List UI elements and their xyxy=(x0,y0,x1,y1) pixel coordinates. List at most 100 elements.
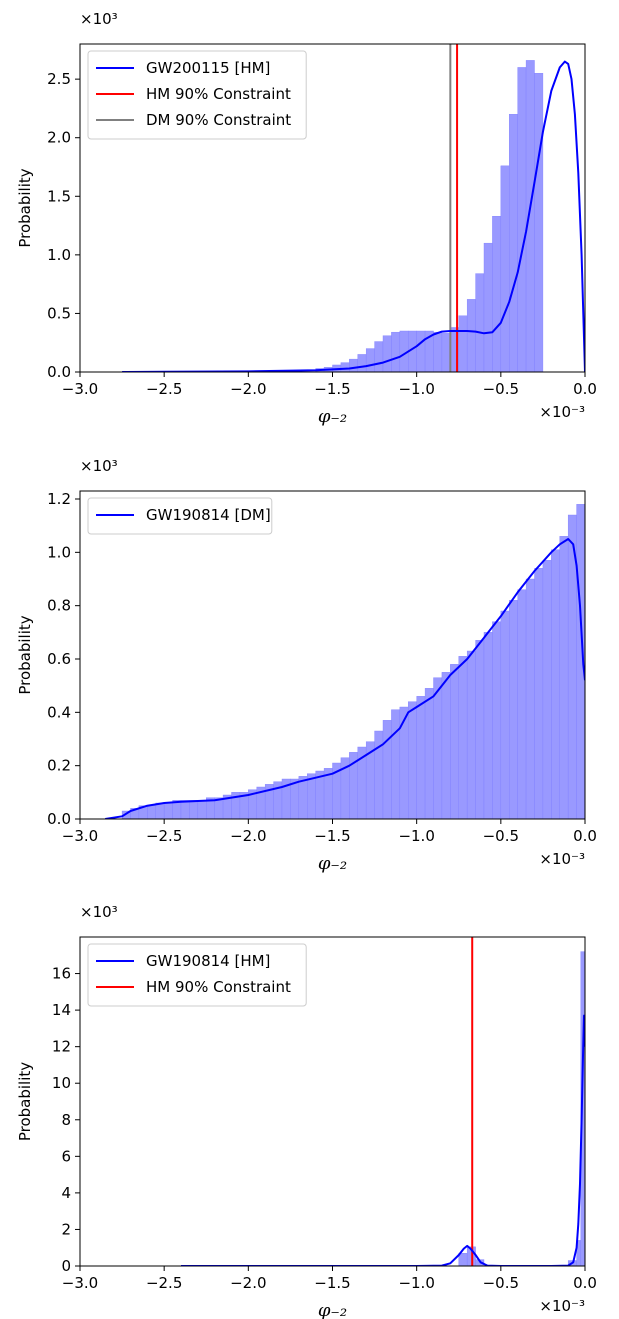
x-tick-label: 0.0 xyxy=(573,380,597,398)
y-tick-label: 0.4 xyxy=(47,703,71,721)
histogram-bar xyxy=(382,720,392,819)
histogram-bar xyxy=(466,299,476,372)
histogram-bar xyxy=(180,800,190,819)
legend-label: HM 90% Constraint xyxy=(146,85,291,103)
plot-area xyxy=(105,504,585,819)
y-tick-label: 1.0 xyxy=(47,543,71,561)
histogram-bar xyxy=(408,701,417,819)
histogram-bar xyxy=(450,664,459,819)
x-tick-label: −2.5 xyxy=(146,827,182,845)
y-axis-label: Probability xyxy=(16,615,34,694)
legend-box xyxy=(87,497,273,535)
histogram-bar xyxy=(466,650,476,819)
x-multiplier: ×10⁻³ xyxy=(539,850,585,868)
kde-curve xyxy=(105,538,585,819)
y-multiplier: ×10³ xyxy=(80,10,118,28)
y-multiplier: ×10³ xyxy=(80,903,118,921)
legend-label: GW190814 [HM] xyxy=(146,952,270,970)
histogram-bar xyxy=(525,60,535,372)
x-tick-label: −1.5 xyxy=(314,827,350,845)
y-tick-label: 0.6 xyxy=(47,650,71,668)
x-tick-label: −0.5 xyxy=(483,1274,519,1292)
histogram-bar xyxy=(433,331,443,372)
x-axis-label: φ₋₂ xyxy=(318,1300,347,1319)
histogram-bar xyxy=(509,600,518,819)
histogram-bar xyxy=(147,805,156,819)
y-tick-label: 2.0 xyxy=(47,129,71,147)
histogram-bar xyxy=(416,696,426,819)
y-tick-label: 0.5 xyxy=(47,304,71,322)
x-tick-label: −0.5 xyxy=(483,380,519,398)
histogram-bar xyxy=(340,362,350,372)
y-tick-label: 6 xyxy=(61,1147,71,1165)
x-tick-label: −1.5 xyxy=(314,380,350,398)
legend-label: DM 90% Constraint xyxy=(146,111,291,129)
histogram-bar xyxy=(458,656,468,819)
histogram-bar xyxy=(197,800,207,819)
legend-label: GW200115 [HM] xyxy=(146,59,270,77)
y-tick-label: 1.5 xyxy=(47,187,71,205)
x-tick-label: −3.0 xyxy=(62,1274,98,1292)
y-tick-label: 0.0 xyxy=(47,810,71,828)
histogram-bar xyxy=(189,800,199,819)
histogram-bar xyxy=(307,773,316,819)
chart-panel-3: −3.0 −2.5 −2.0 −1.5 −1.0 −0.5 0.0 0 2 4 6 8 10 12 14 16… xyxy=(16,903,597,1319)
histogram-bar xyxy=(416,330,426,372)
histogram-bar xyxy=(500,165,510,372)
histogram-bar xyxy=(500,610,510,819)
histogram-bar xyxy=(290,778,300,819)
legend-box xyxy=(87,943,307,1007)
plot-area xyxy=(122,44,585,372)
y-tick-label: 0.2 xyxy=(47,757,71,775)
x-tick-label: −1.0 xyxy=(398,827,434,845)
y-multiplier: ×10³ xyxy=(80,457,118,475)
histogram-bar xyxy=(517,67,527,372)
histogram-bar xyxy=(509,114,518,372)
chart-panel-1: −3.0 −2.5 −2.0 −1.5 −1.0 −0.5 0.0 0.0 0.5 1.0 1.5 2… xyxy=(16,10,597,427)
x-tick-label: −2.5 xyxy=(146,1274,182,1292)
y-tick-label: 0 xyxy=(61,1257,71,1275)
kde-curve xyxy=(181,1014,585,1266)
legend-label: HM 90% Constraint xyxy=(146,978,291,996)
y-tick-label: 1.0 xyxy=(47,246,71,264)
histogram-bar xyxy=(551,549,560,819)
histogram-bar xyxy=(357,354,367,372)
histogram-bar xyxy=(525,578,535,819)
kde-curve xyxy=(122,60,585,372)
y-axis-label: Probability xyxy=(16,168,34,247)
histogram-bar xyxy=(349,358,358,372)
histogram-bar xyxy=(433,677,443,819)
histogram-bar xyxy=(458,1253,468,1266)
x-tick-label: −0.5 xyxy=(483,827,519,845)
histogram-bar xyxy=(534,73,544,372)
histogram-bar xyxy=(492,215,502,372)
legend-label: GW190814 [DM] xyxy=(146,506,271,524)
x-tick-label: −3.0 xyxy=(62,827,98,845)
y-tick-label: 4 xyxy=(61,1184,71,1202)
x-tick-label: −3.0 xyxy=(62,380,98,398)
histogram-bar xyxy=(559,536,569,819)
y-tick-label: 2 xyxy=(61,1220,71,1238)
x-tick-label: −2.5 xyxy=(146,380,182,398)
histogram-bar xyxy=(391,331,401,372)
histogram-bar xyxy=(155,802,165,819)
histogram-bar xyxy=(483,242,493,372)
y-tick-label: 16 xyxy=(52,965,71,983)
x-tick-label: −1.0 xyxy=(398,380,434,398)
y-tick-label: 0.0 xyxy=(47,363,71,381)
legend-box xyxy=(87,50,307,140)
x-multiplier: ×10⁻³ xyxy=(539,403,585,421)
y-tick-label: 12 xyxy=(52,1038,71,1056)
histogram-bar xyxy=(424,688,434,819)
histogram-bar xyxy=(483,632,493,819)
histogram-bar xyxy=(391,709,401,819)
histogram-bar xyxy=(534,568,544,819)
histogram-bar xyxy=(365,348,375,372)
y-tick-label: 10 xyxy=(52,1074,71,1092)
y-tick-label: 1.2 xyxy=(47,490,71,508)
histogram-bar xyxy=(475,640,485,819)
x-tick-label: −2.0 xyxy=(230,380,266,398)
histogram-bar xyxy=(492,621,502,819)
histogram-bar xyxy=(441,333,451,372)
